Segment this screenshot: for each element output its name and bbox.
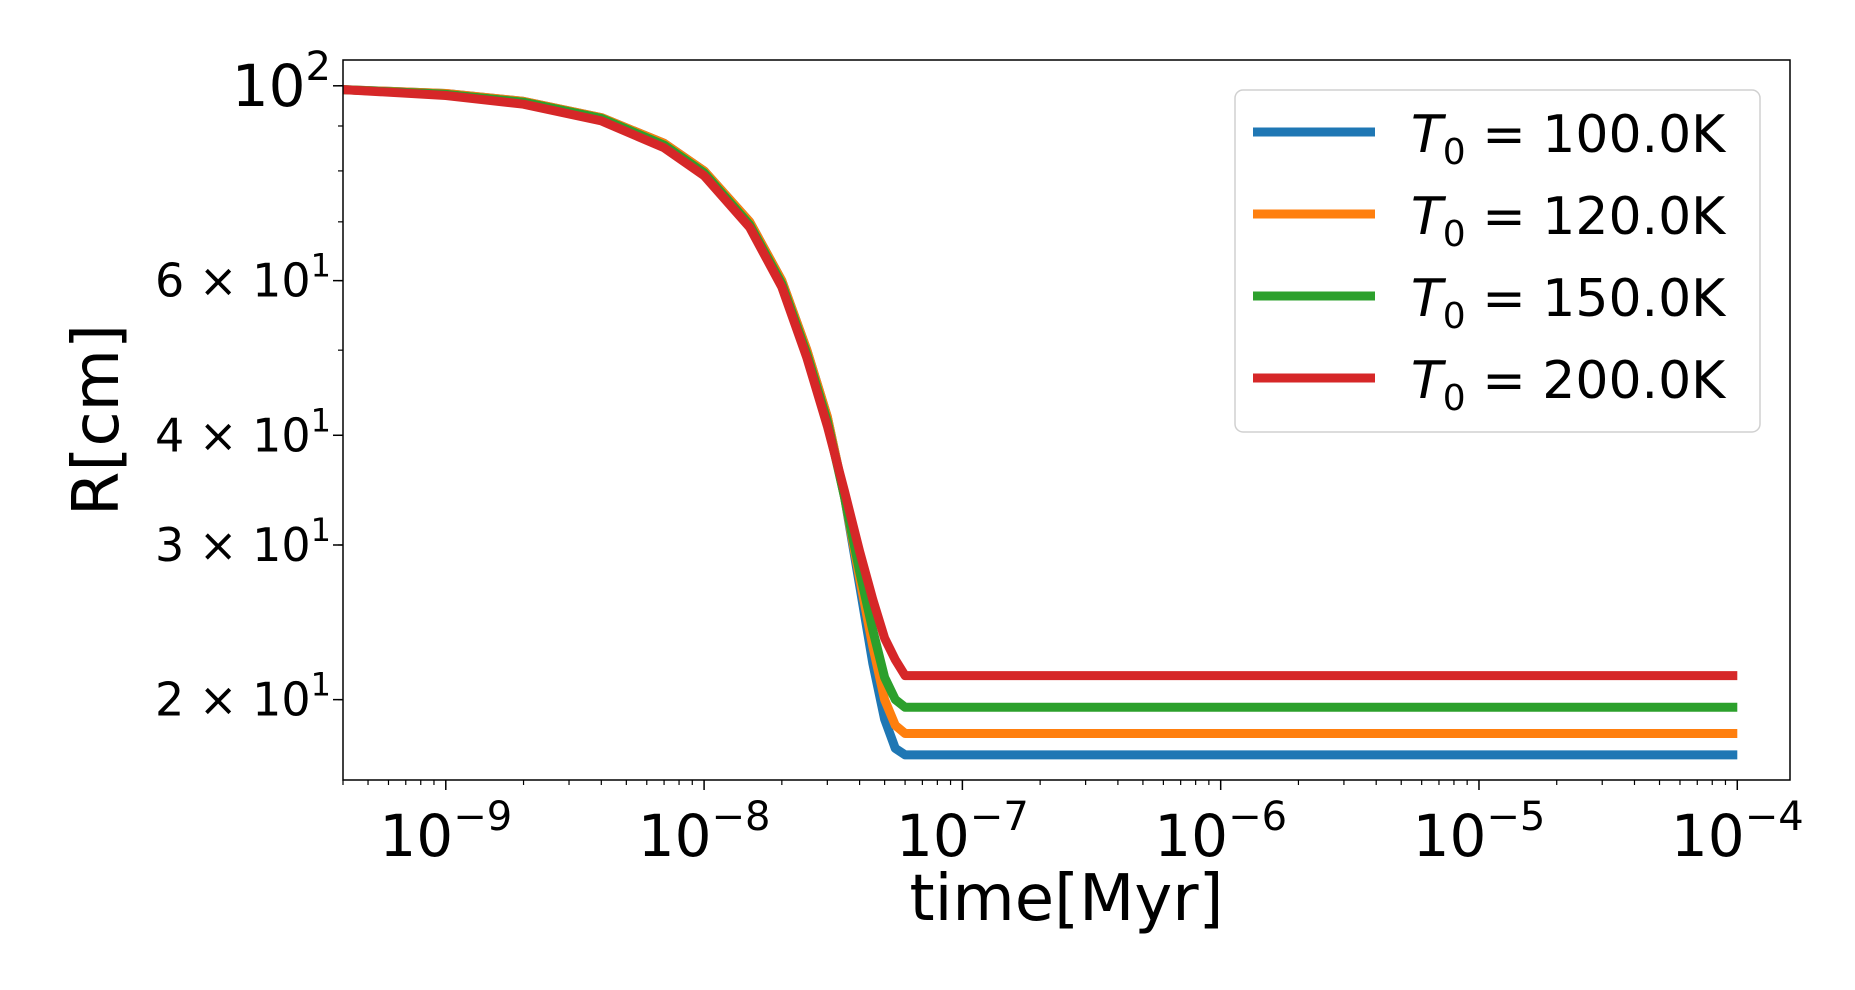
legend-label-3: T0 = 150.0K [1411, 269, 1727, 337]
y-tick-label: 4 × 101 [155, 401, 331, 462]
y-tick-label-mantissa: 3 × [155, 518, 252, 572]
y-tick-label: 3 × 101 [155, 511, 331, 572]
legend-label-value: = 150.0K [1466, 269, 1727, 329]
x-axis-ticks: 10−9 10−8 10−7 10−6 10−5 10−4 [342, 780, 1804, 870]
x-tick-label-base: 10 [1154, 802, 1228, 870]
legend-label-subscript: 0 [1443, 132, 1466, 173]
plot-frame [342, 59, 1791, 781]
legend-label-symbol: T [1411, 105, 1447, 165]
x-tick-label-base: 10 [1671, 802, 1745, 870]
y-tick-label: 2 × 101 [155, 666, 331, 727]
y-tick-label-exponent: 1 [311, 666, 331, 704]
y-tick-label-base: 10 [232, 52, 306, 120]
series-line-4 [342, 85, 1738, 681]
legend-label-subscript: 0 [1443, 296, 1466, 337]
legend-label-symbol: T [1411, 351, 1447, 411]
legend-label-value: = 100.0K [1466, 105, 1727, 165]
x-tick-label-base: 10 [1413, 802, 1487, 870]
x-tick-label-exponent: −8 [712, 794, 771, 840]
x-axis-label: time[Myr] [910, 862, 1224, 936]
x-tick-label-exponent: −4 [1745, 794, 1804, 840]
legend-label-1: T0 = 100.0K [1411, 105, 1727, 173]
y-tick-label-exponent: 1 [311, 247, 331, 285]
y-tick-label-mantissa: 2 × [155, 673, 252, 727]
x-tick-label: 10−9 [379, 794, 512, 870]
x-tick-label-exponent: −7 [970, 794, 1029, 840]
legend-label-4: T0 = 200.0K [1411, 351, 1727, 419]
legend-label-2: T0 = 120.0K [1411, 187, 1727, 255]
y-tick-label-mantissa: 4 × [155, 408, 252, 462]
x-tick-label-base: 10 [638, 802, 712, 870]
legend-label-symbol: T [1411, 187, 1447, 247]
legend-label-subscript: 0 [1443, 214, 1466, 255]
x-tick-label-base: 10 [379, 802, 453, 870]
x-tick-label: 10−8 [638, 794, 771, 870]
x-tick-label-exponent: −6 [1228, 794, 1287, 840]
x-tick-label: 10−4 [1671, 794, 1804, 870]
series-lines [342, 85, 1738, 760]
y-tick-label-base: 10 [252, 408, 311, 462]
y-tick-label-base: 10 [252, 254, 311, 308]
legend-box [1234, 89, 1761, 433]
x-tick-label-exponent: −9 [453, 794, 512, 840]
x-tick-label: 10−6 [1154, 794, 1287, 870]
legend-label-subscript: 0 [1443, 378, 1466, 419]
y-tick-label-exponent: 2 [306, 44, 331, 90]
legend-label-symbol: T [1411, 269, 1447, 329]
legend-label-value: = 200.0K [1466, 351, 1727, 411]
y-tick-label-base: 10 [252, 518, 311, 572]
y-axis-label: R[cm] [60, 324, 134, 516]
y-tick-label-exponent: 1 [311, 401, 331, 439]
x-tick-label-exponent: −5 [1486, 794, 1545, 840]
y-tick-label: 102 [232, 44, 331, 120]
x-tick-label: 10−5 [1413, 794, 1546, 870]
y-tick-label-mantissa: 6 × [155, 254, 252, 308]
x-tick-label-base: 10 [896, 802, 970, 870]
y-tick-label-exponent: 1 [311, 511, 331, 549]
legend-label-value: = 120.0K [1466, 187, 1727, 247]
y-tick-label-base: 10 [252, 673, 311, 727]
x-tick-label: 10−7 [896, 794, 1029, 870]
y-tick-label: 6 × 101 [155, 247, 331, 308]
